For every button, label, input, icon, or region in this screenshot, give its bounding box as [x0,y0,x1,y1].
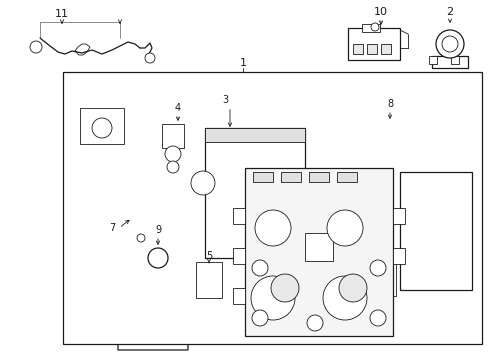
Bar [252,172,272,182]
Circle shape [435,30,463,58]
Bar [392,248,404,264]
Circle shape [370,23,378,31]
Circle shape [441,36,457,52]
Bar [196,262,222,298]
Circle shape [145,53,155,63]
Bar [450,56,458,64]
Bar [305,233,332,261]
Bar [399,172,471,290]
Circle shape [137,234,145,242]
Text: 2: 2 [446,7,453,17]
Bar [162,124,183,148]
Bar [232,208,244,224]
Text: 10: 10 [373,7,387,17]
Text: 6: 6 [316,171,323,181]
Bar [392,208,404,224]
Bar [367,258,395,296]
Bar [352,44,362,54]
Circle shape [251,310,267,326]
Text: 11: 11 [55,9,69,19]
Bar [361,24,379,32]
Bar [63,72,481,344]
Circle shape [191,171,215,195]
Circle shape [92,118,112,138]
Bar [204,128,305,258]
Text: 5: 5 [205,251,212,261]
Circle shape [254,210,290,246]
Circle shape [326,210,362,246]
Bar [204,128,305,142]
Circle shape [369,260,385,276]
Text: 7: 7 [109,223,115,233]
Bar [284,199,295,211]
Text: 4: 4 [175,103,181,113]
Bar [307,194,331,216]
Text: 9: 9 [155,225,161,235]
Bar [308,172,328,182]
Bar [244,168,392,336]
Text: 5: 5 [378,247,385,257]
Circle shape [164,146,181,162]
Text: 3: 3 [222,95,227,105]
Bar [232,248,244,264]
Bar [281,172,301,182]
Circle shape [323,276,366,320]
Bar [80,108,124,144]
Bar [347,28,399,60]
Bar [336,172,356,182]
Bar [232,288,244,304]
Circle shape [369,310,385,326]
Circle shape [250,276,294,320]
Circle shape [251,260,267,276]
Text: 1: 1 [239,58,246,68]
Bar [428,56,436,64]
Bar [431,56,467,68]
Circle shape [338,274,366,302]
Bar [343,199,355,211]
Text: 8: 8 [386,99,392,109]
Bar [380,44,390,54]
Circle shape [148,248,168,268]
Circle shape [270,274,298,302]
Bar [366,44,376,54]
Circle shape [306,315,323,331]
Circle shape [30,41,42,53]
Circle shape [167,161,179,173]
